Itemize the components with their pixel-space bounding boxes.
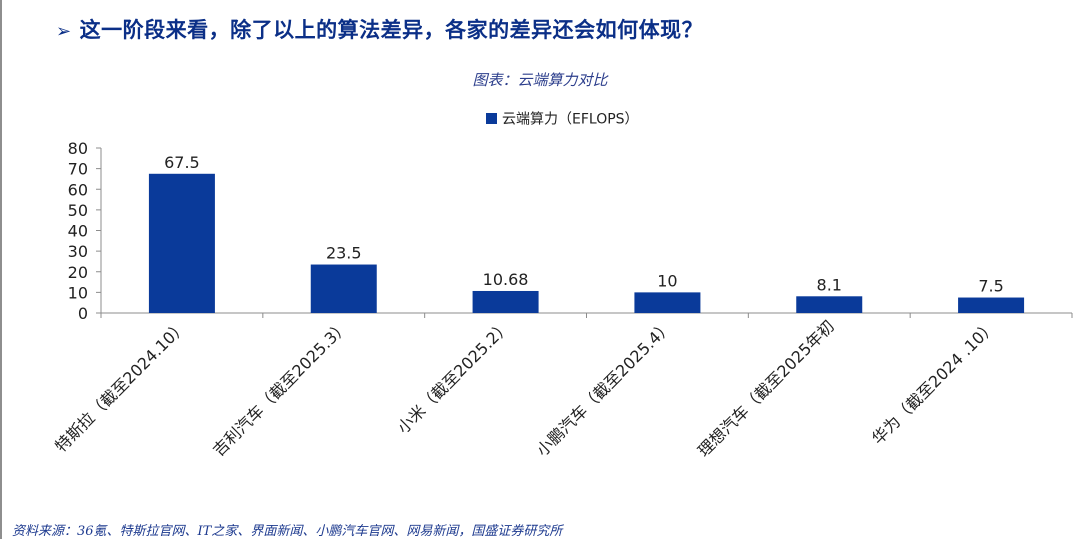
data-label: 23.5 xyxy=(326,244,362,263)
y-tick-label: 60 xyxy=(68,180,88,199)
bar xyxy=(310,264,377,313)
data-label: 8.1 xyxy=(817,275,842,294)
y-tick-label: 0 xyxy=(78,304,88,323)
category-labels: 特斯拉（截至2024.10） 吉利汽车（截至2025.3） 小米（截至2025.2）… xyxy=(51,316,1000,460)
data-labels: 67.5 23.5 10.68 10 8.1 7.5 xyxy=(164,153,1004,296)
data-label: 67.5 xyxy=(164,153,200,172)
data-label: 7.5 xyxy=(978,277,1003,296)
arrow-bullet-icon: ➢ xyxy=(56,21,72,42)
data-label: 10.68 xyxy=(483,270,529,289)
category-label: 小鹏汽车（截至2025.4） xyxy=(533,316,677,460)
legend: 云端算力（EFLOPS） xyxy=(486,112,639,128)
category-label: 小米（截至2025.2） xyxy=(393,316,514,437)
bar xyxy=(472,290,539,313)
heading-text: 这一阶段来看，除了以上的算法差异，各家的差异还会如何体现？ xyxy=(79,18,704,42)
y-tick-label: 30 xyxy=(68,242,88,261)
left-border xyxy=(0,0,2,539)
y-tick-label: 80 xyxy=(68,139,88,158)
y-tick-label: 70 xyxy=(68,160,88,179)
bars xyxy=(148,173,1025,313)
legend-label: 云端算力（EFLOPS） xyxy=(502,112,639,128)
legend-swatch xyxy=(486,113,497,124)
x-axis xyxy=(100,312,1073,318)
chart-title: 图表：云端算力对比 xyxy=(472,71,608,89)
page-heading: ➢ 这一阶段来看，除了以上的算法差异，各家的差异还会如何体现？ xyxy=(56,14,703,44)
bar xyxy=(148,173,215,313)
bar xyxy=(796,296,863,313)
category-label: 华为（截至2024 .10） xyxy=(868,316,1000,448)
category-label: 特斯拉（截至2024.10） xyxy=(51,316,190,455)
bar xyxy=(958,297,1025,313)
category-label: 理想汽车（截至2025年初 xyxy=(694,316,838,460)
source-note: 资料来源：36氪、特斯拉官网、IT之家、界面新闻、小鹏汽车官网、网易新闻，国盛证… xyxy=(12,524,563,539)
y-tick-label: 50 xyxy=(68,201,88,220)
y-tick-label: 10 xyxy=(68,283,88,302)
bar xyxy=(634,292,701,313)
data-label: 10 xyxy=(657,271,677,290)
y-tick-label: 20 xyxy=(68,263,88,282)
category-label: 吉利汽车（截至2025.3） xyxy=(209,316,353,460)
y-tick-label: 40 xyxy=(68,222,88,241)
